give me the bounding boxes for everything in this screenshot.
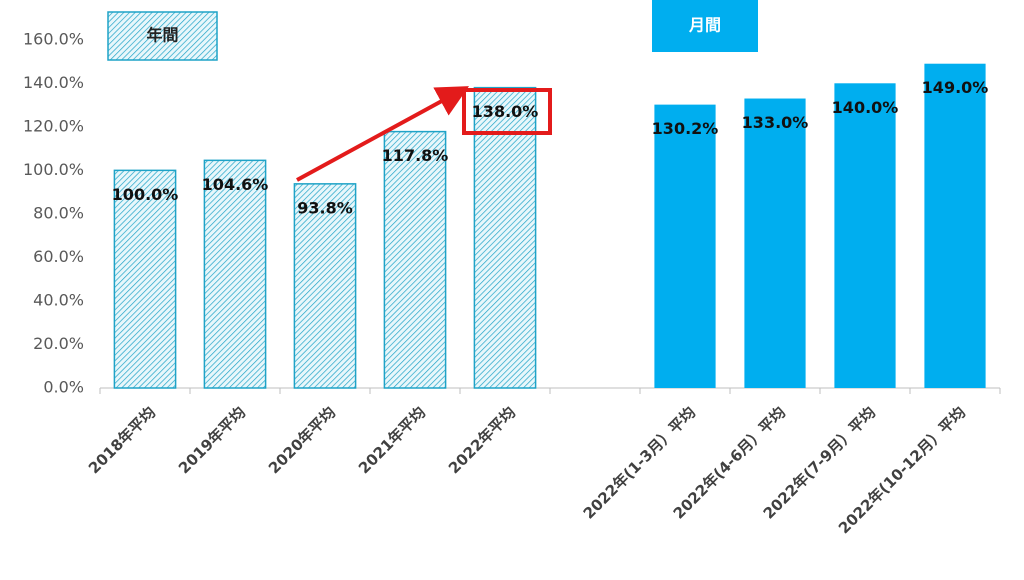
x-tick-label: 2020年平均 bbox=[265, 403, 339, 477]
value-label: 149.0% bbox=[922, 78, 989, 97]
value-label: 100.0% bbox=[112, 185, 179, 204]
value-label: 104.6% bbox=[202, 175, 269, 194]
y-tick-label: 140.0% bbox=[23, 73, 84, 92]
y-tick-label: 100.0% bbox=[23, 160, 84, 179]
x-tick-label: 2021年平均 bbox=[355, 403, 429, 477]
highlight-box bbox=[462, 88, 552, 135]
bar bbox=[113, 169, 177, 389]
x-tick-label: 2018年平均 bbox=[85, 403, 159, 477]
legend-swatch bbox=[107, 11, 218, 61]
value-label: 93.8% bbox=[297, 198, 353, 217]
bar bbox=[654, 104, 716, 388]
bar bbox=[744, 98, 806, 388]
x-tick-label: 2019年平均 bbox=[175, 403, 249, 477]
legend-label: 年間 bbox=[146, 26, 178, 45]
value-label: 130.2% bbox=[652, 119, 719, 138]
legend-swatch bbox=[652, 0, 758, 52]
bar bbox=[383, 130, 447, 389]
value-label: 117.8% bbox=[382, 146, 449, 165]
value-label: 138.0% bbox=[472, 102, 539, 121]
bar bbox=[473, 86, 537, 389]
y-tick-label: 0.0% bbox=[43, 378, 84, 397]
bar bbox=[293, 183, 357, 389]
y-tick-label: 120.0% bbox=[23, 116, 84, 135]
x-tick-label: 2022年平均 bbox=[445, 403, 519, 477]
value-label: 140.0% bbox=[832, 98, 899, 117]
value-label: 133.0% bbox=[742, 113, 809, 132]
bar bbox=[924, 63, 986, 389]
bar bbox=[834, 83, 896, 388]
trend-arrow bbox=[296, 86, 470, 182]
y-tick-label: 60.0% bbox=[33, 247, 84, 266]
y-tick-label: 80.0% bbox=[33, 203, 84, 222]
y-tick-label: 20.0% bbox=[33, 334, 84, 353]
legend-label: 月間 bbox=[688, 16, 721, 35]
y-tick-label: 160.0% bbox=[23, 29, 84, 48]
y-tick-label: 40.0% bbox=[33, 290, 84, 309]
bar bbox=[203, 159, 267, 389]
